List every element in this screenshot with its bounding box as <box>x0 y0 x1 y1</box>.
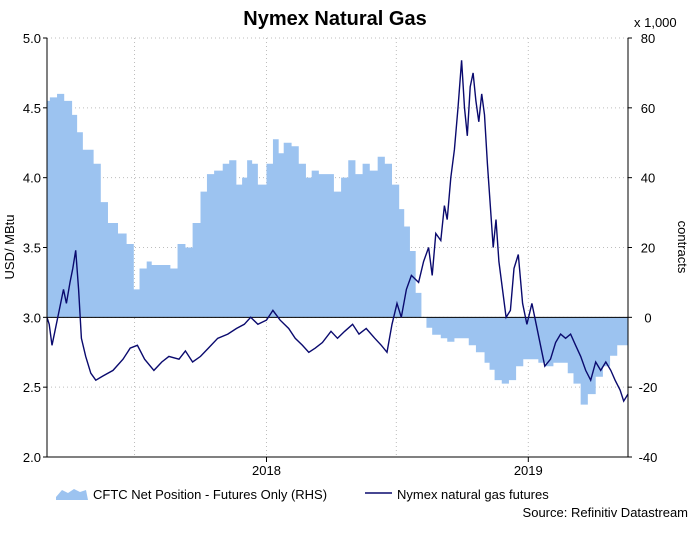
left-tick-label: 3.5 <box>23 241 41 256</box>
right-tick-label: 40 <box>641 171 655 186</box>
right-axis-ticks: -40 -20 0 20 40 60 80 <box>628 31 657 465</box>
left-tick-label: 4.0 <box>23 171 41 186</box>
legend-item-line: Nymex natural gas futures <box>365 487 549 502</box>
legend: CFTC Net Position - Futures Only (RHS) N… <box>56 487 549 502</box>
right-tick-label: 60 <box>641 101 655 116</box>
line-series-layer <box>47 60 628 403</box>
left-axis-label: USD/ MBtu <box>2 214 17 279</box>
right-tick-label: -20 <box>639 380 658 395</box>
left-axis-ticks: 2.0 2.5 3.0 3.5 4.0 4.5 5.0 <box>23 31 47 465</box>
left-tick-label: 3.0 <box>23 310 41 325</box>
right-axis-multiplier: x 1,000 <box>634 15 677 30</box>
right-tick-label: 20 <box>641 241 655 256</box>
legend-line-label: Nymex natural gas futures <box>397 487 549 502</box>
x-tick-label: 2018 <box>252 463 281 478</box>
series-line-nymex-gas-futures <box>47 60 628 403</box>
series-area-cftc-net-position <box>47 93 628 405</box>
right-tick-label: 0 <box>644 310 651 325</box>
right-axis-label: contracts <box>675 221 690 274</box>
x-axis-ticks: 2018 2019 <box>252 457 543 478</box>
left-tick-label: 5.0 <box>23 31 41 46</box>
legend-area-swatch <box>56 489 88 500</box>
right-tick-label: -40 <box>639 450 658 465</box>
legend-area-label: CFTC Net Position - Futures Only (RHS) <box>93 487 327 502</box>
x-tick-label: 2019 <box>514 463 543 478</box>
source-note: Source: Refinitiv Datastream <box>523 505 688 520</box>
left-tick-label: 2.5 <box>23 380 41 395</box>
area-series-layer <box>47 93 628 405</box>
chart-title: Nymex Natural Gas <box>243 8 426 30</box>
legend-item-area: CFTC Net Position - Futures Only (RHS) <box>56 487 327 502</box>
left-tick-label: 4.5 <box>23 101 41 116</box>
left-tick-label: 2.0 <box>23 450 41 465</box>
right-tick-label: 80 <box>641 31 655 46</box>
